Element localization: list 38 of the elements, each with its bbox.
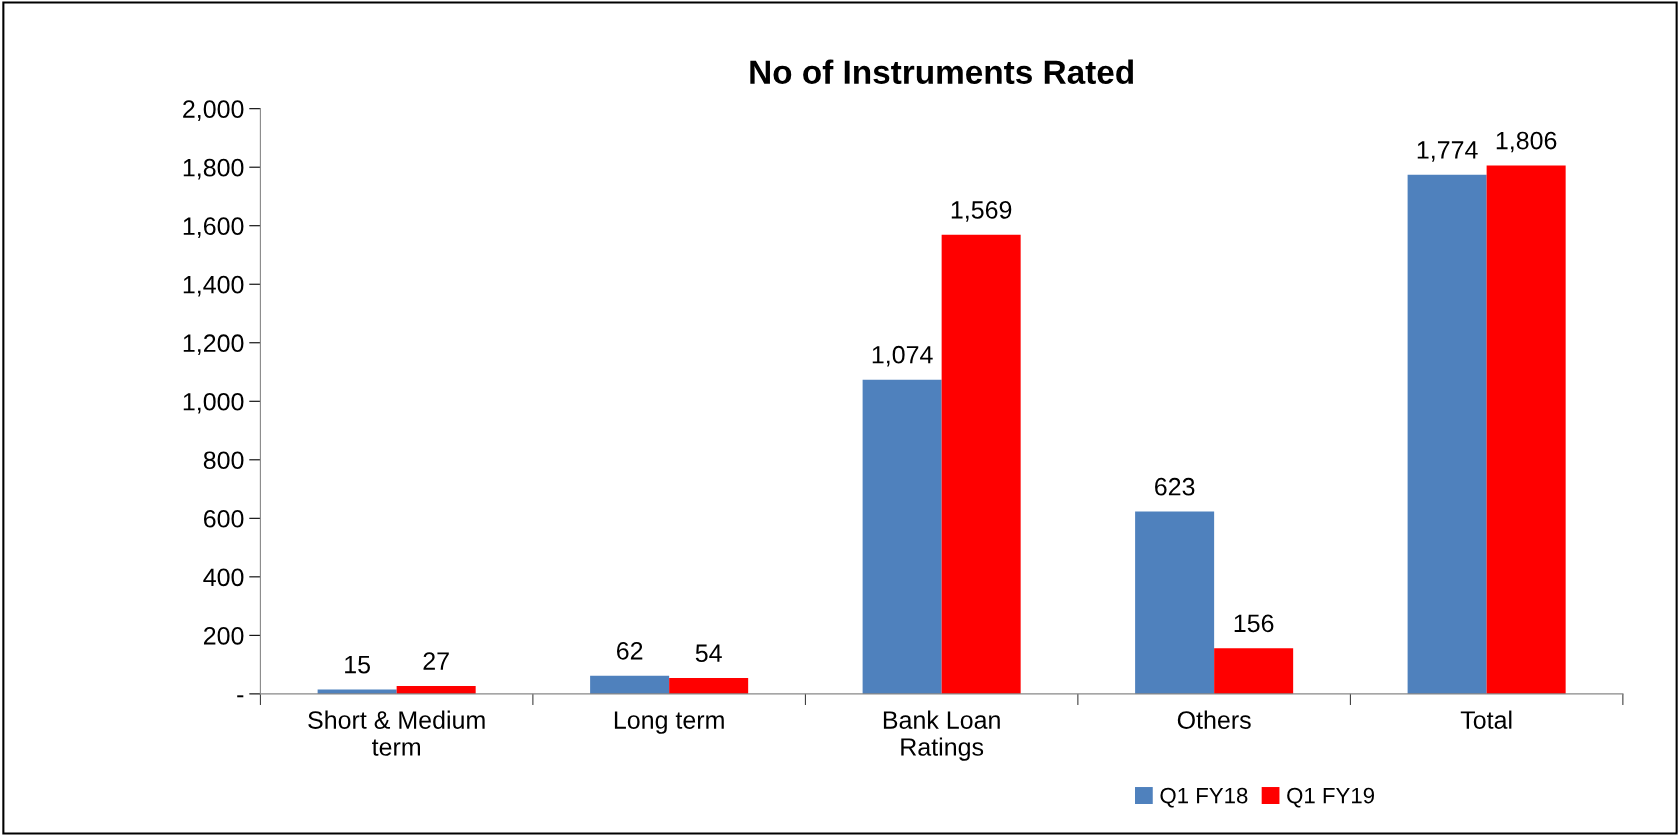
x-tick-label: Short & Medium term [308, 710, 485, 756]
chart-title: No of Instruments Rated [750, 59, 1133, 85]
y-tick-label: 1,800 [183, 158, 244, 180]
y-tick-label: 2,000 [183, 100, 244, 121]
bar [1407, 174, 1487, 694]
bar [590, 675, 670, 694]
x-tick-label: Total [1460, 710, 1512, 729]
y-tick-label: 800 [203, 451, 244, 470]
bar [862, 379, 942, 694]
data-label: 1,569 [951, 201, 1012, 222]
y-tick-label: 1,200 [183, 334, 244, 356]
data-label: 623 [1155, 477, 1195, 496]
bar [317, 689, 397, 694]
bar [1135, 511, 1215, 694]
data-label: 27 [423, 652, 449, 670]
y-tick-label: 600 [203, 509, 244, 528]
y-tick-label: 200 [203, 626, 244, 645]
data-label: 1,774 [1417, 141, 1478, 162]
bar [669, 678, 749, 694]
legend-label: Q1 FY18 [1160, 787, 1248, 808]
x-tick-label: Others [1177, 710, 1251, 729]
y-tick-label: 400 [203, 568, 244, 587]
bar [941, 234, 1021, 694]
data-label: 1,806 [1496, 131, 1557, 153]
data-label: 54 [695, 644, 722, 663]
y-tick-label: - [237, 695, 244, 698]
x-tick-label: Long term [614, 711, 724, 734]
legend-label: Q1 FY19 [1287, 787, 1374, 808]
data-label: 62 [617, 641, 643, 660]
bar [1214, 648, 1294, 694]
y-tick-label: 1,600 [183, 217, 244, 238]
data-label: 15 [345, 655, 370, 674]
data-label: 156 [1234, 614, 1274, 633]
y-tick-label: 1,000 [183, 392, 244, 414]
bar [1486, 165, 1566, 694]
y-tick-label: 1,400 [183, 275, 244, 297]
x-tick-label: Bank Loan Ratings [883, 710, 1000, 761]
data-label: 1,074 [872, 345, 933, 367]
